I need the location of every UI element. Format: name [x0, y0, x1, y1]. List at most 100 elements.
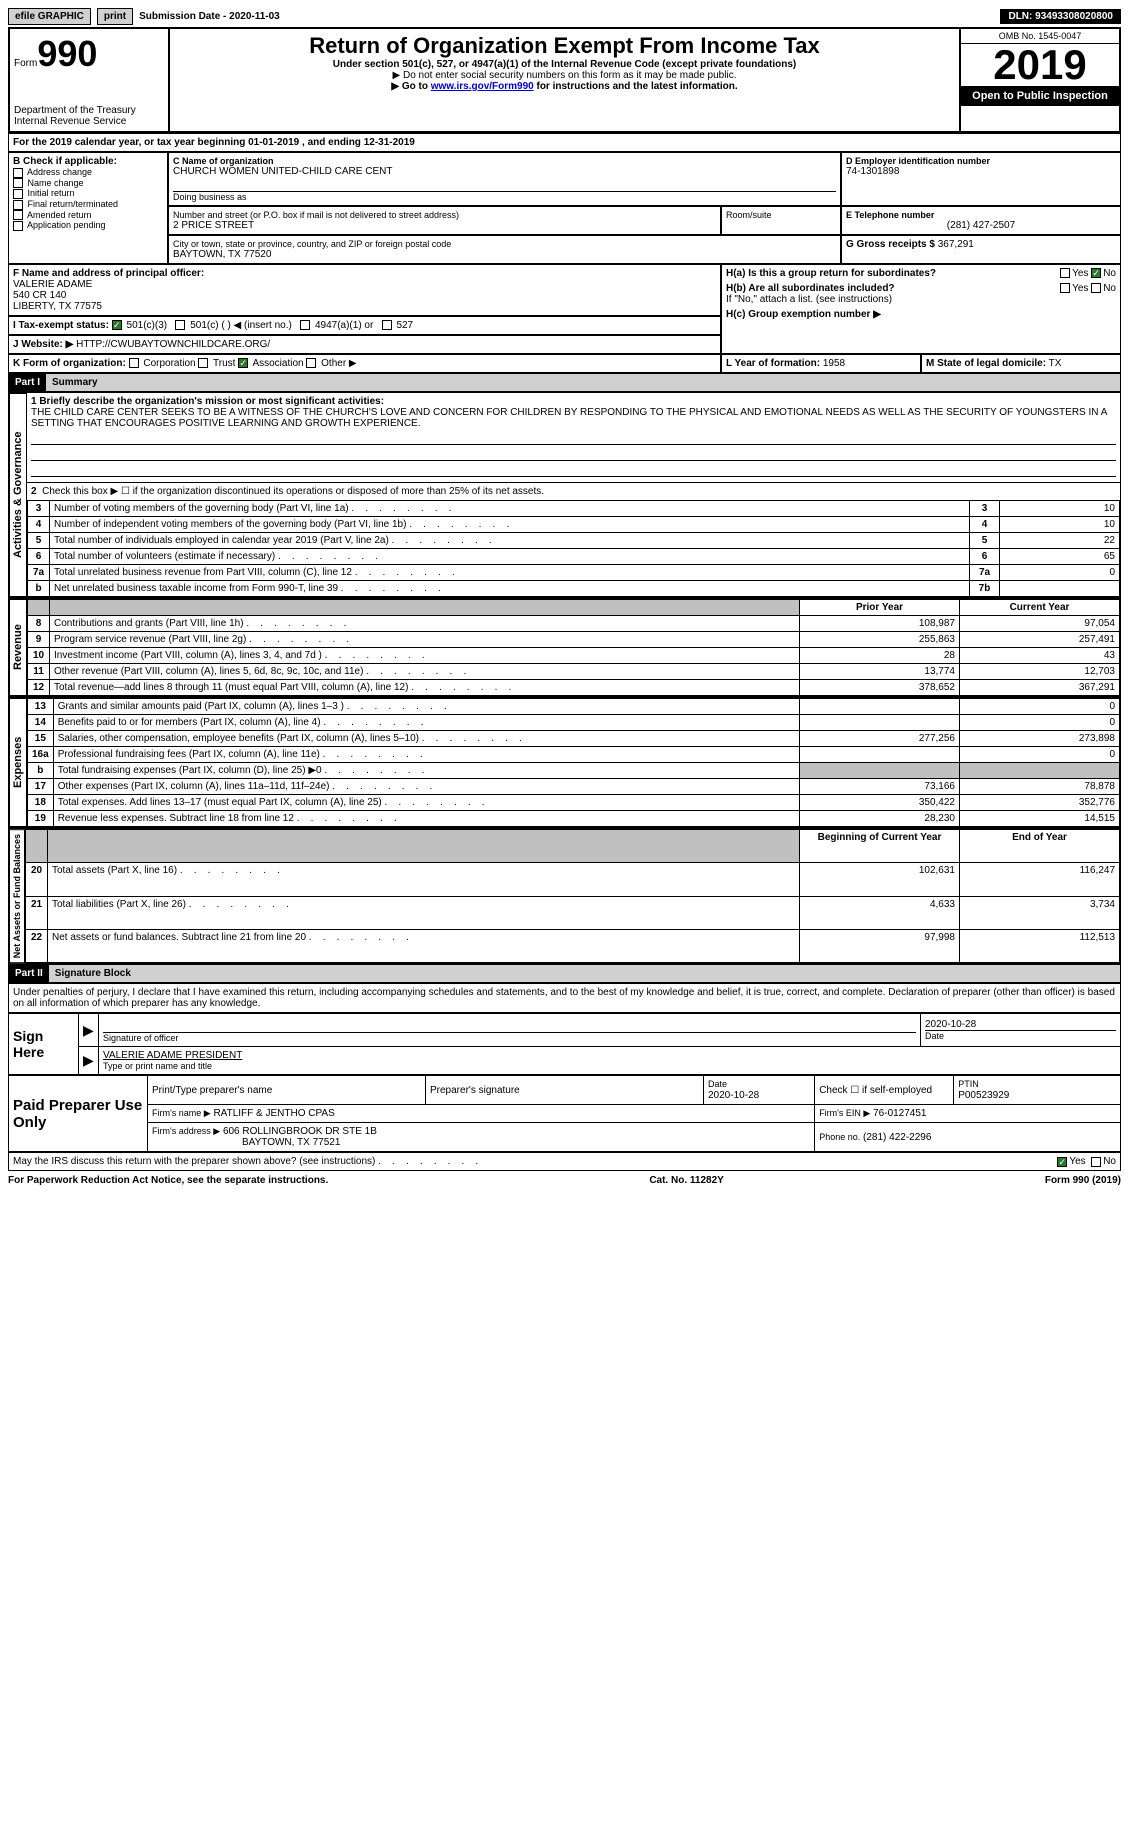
note-link: ▶ Go to www.irs.gov/Form990 for instruct… [174, 81, 955, 92]
chk-assoc[interactable] [238, 358, 248, 368]
dln: DLN: 93493308020800 [1000, 9, 1121, 24]
opt-501c3: 501(c)(3) [127, 320, 168, 331]
print-button[interactable]: print [97, 8, 133, 25]
section-b-label: B Check if applicable: [13, 156, 163, 167]
ha-no[interactable] [1091, 268, 1101, 278]
street-label: Number and street (or P.O. box if mail i… [173, 210, 716, 220]
form-subtitle: Under section 501(c), 527, or 4947(a)(1)… [174, 59, 955, 70]
section-c-city: City or town, state or province, country… [168, 235, 841, 264]
chk-trust[interactable] [198, 358, 208, 368]
dba-label: Doing business as [173, 192, 836, 202]
checkbox[interactable] [13, 189, 23, 199]
chk-corp[interactable] [129, 358, 139, 368]
hc-label: H(c) Group exemption number ▶ [726, 309, 1116, 320]
period-begin: 01-01-2019 [248, 137, 299, 148]
footer-mid: Cat. No. 11282Y [649, 1175, 723, 1186]
opt-other: Other ▶ [321, 358, 356, 369]
hb-yes[interactable] [1060, 283, 1070, 293]
chk-501c[interactable] [175, 320, 185, 330]
form-word: Form [14, 58, 37, 69]
expenses-table: 13Grants and similar amounts paid (Part … [27, 698, 1120, 827]
section-m: M State of legal domicile: TX [921, 354, 1121, 373]
room-label: Room/suite [726, 210, 836, 220]
i-label: I Tax-exempt status: [13, 320, 109, 331]
section-f: F Name and address of principal officer:… [8, 264, 721, 316]
l-label: L Year of formation: [726, 358, 820, 369]
section-i: I Tax-exempt status: 501(c)(3) 501(c) ( … [8, 316, 721, 335]
ha-yes[interactable] [1060, 268, 1070, 278]
firm-ein-cell: Firm's EIN ▶ 76-0127451 [815, 1105, 1121, 1123]
discuss-yes-label: Yes [1069, 1156, 1085, 1167]
chk-501c3[interactable] [112, 320, 122, 330]
year-cell: OMB No. 1545-0047 2019 Open to Public In… [960, 28, 1120, 132]
chk-527[interactable] [382, 320, 392, 330]
checkbox[interactable] [13, 210, 23, 220]
hb-no[interactable] [1091, 283, 1101, 293]
part2-title: Signature Block [49, 965, 1120, 982]
checkbox[interactable] [13, 221, 23, 231]
prep-c5: PTIN [958, 1079, 979, 1089]
irs-link[interactable]: www.irs.gov/Form990 [431, 81, 534, 92]
checkbox[interactable] [13, 178, 23, 188]
phone-label: Phone no. [819, 1132, 860, 1142]
footer-form-post: (2019) [1089, 1175, 1121, 1186]
arrow-icon2: ▶ [83, 1052, 94, 1068]
firm-addr: 606 ROLLINGBROOK DR STE 1B [223, 1126, 377, 1137]
no-label2: No [1103, 283, 1116, 294]
title-cell: Return of Organization Exempt From Incom… [169, 28, 960, 132]
dept-treasury: Department of the Treasury Internal Reve… [14, 105, 164, 127]
tax-year: 2019 [961, 44, 1119, 86]
prep-c1: Print/Type preparer's name [148, 1076, 426, 1105]
efile-button[interactable]: efile GRAPHIC [8, 8, 91, 25]
part2-header: Part II [9, 965, 49, 982]
sig-label: Signature of officer [103, 1033, 916, 1043]
topbar: efile GRAPHIC print Submission Date - 20… [8, 8, 1121, 25]
opt-4947: 4947(a)(1) or [315, 320, 373, 331]
ha-label: H(a) Is this a group return for subordin… [726, 268, 936, 279]
vlabel-governance: Activities & Governance [9, 393, 27, 597]
preparer-here: Paid Preparer Use Only [9, 1076, 148, 1152]
checkbox-item: Initial return [13, 188, 163, 199]
officer-addr2: LIBERTY, TX 77575 [13, 301, 102, 312]
form-header: Form990 Department of the Treasury Inter… [8, 27, 1121, 133]
discuss-no[interactable] [1091, 1157, 1101, 1167]
note-pre: ▶ Go to [391, 81, 430, 92]
checkbox[interactable] [13, 200, 23, 210]
city: BAYTOWN, TX 77520 [173, 249, 836, 260]
prep-ptin-cell: PTIN P00523929 [954, 1076, 1121, 1105]
chk-other[interactable] [306, 358, 316, 368]
year-formation: 1958 [823, 358, 845, 369]
mission-text: THE CHILD CARE CENTER SEEKS TO BE A WITN… [31, 407, 1116, 429]
discuss-yes[interactable] [1057, 1157, 1067, 1167]
prep-ptin: P00523929 [958, 1090, 1009, 1101]
street: 2 PRICE STREET [173, 220, 716, 231]
phone: (281) 427-2507 [846, 220, 1116, 231]
part1-header: Part I [9, 374, 46, 391]
part1-header-row: Part I Summary [8, 373, 1121, 392]
footer-form-pre: Form [1045, 1175, 1073, 1186]
form-number-cell: Form990 Department of the Treasury Inter… [9, 28, 169, 132]
vlabel-revenue: Revenue [9, 599, 27, 696]
website-url: HTTP://CWUBAYTOWNCHILDCARE.ORG/ [76, 339, 270, 350]
chk-4947[interactable] [300, 320, 310, 330]
room-suite: Room/suite [721, 206, 841, 235]
section-k: K Form of organization: Corporation Trus… [8, 354, 721, 373]
c-name-label: C Name of organization [173, 156, 836, 166]
prep-c3: Date [708, 1079, 727, 1089]
officer-addr1: 540 CR 140 [13, 290, 66, 301]
section-l: L Year of formation: 1958 [721, 354, 921, 373]
sig-date-cell: 2020-10-28 Date [921, 1014, 1121, 1047]
footer-left: For Paperwork Reduction Act Notice, see … [8, 1175, 328, 1186]
checkbox-item: Application pending [13, 220, 163, 231]
checkbox[interactable] [13, 168, 23, 178]
opt-trust: Trust [213, 358, 235, 369]
discuss-no-label: No [1103, 1156, 1116, 1167]
sign-here: Sign Here [9, 1014, 79, 1075]
sign-table: Sign Here ▶ Signature of officer 2020-10… [8, 1013, 1121, 1075]
city-label: City or town, state or province, country… [173, 239, 836, 249]
revenue-table: Prior YearCurrent Year8Contributions and… [27, 599, 1120, 696]
firm-name-cell: Firm's name ▶ RATLIFF & JENTHO CPAS [148, 1105, 815, 1123]
open-public: Open to Public Inspection [961, 86, 1119, 106]
discuss-text: May the IRS discuss this return with the… [13, 1156, 478, 1167]
netassets-table: Beginning of Current YearEnd of Year20To… [25, 829, 1120, 963]
